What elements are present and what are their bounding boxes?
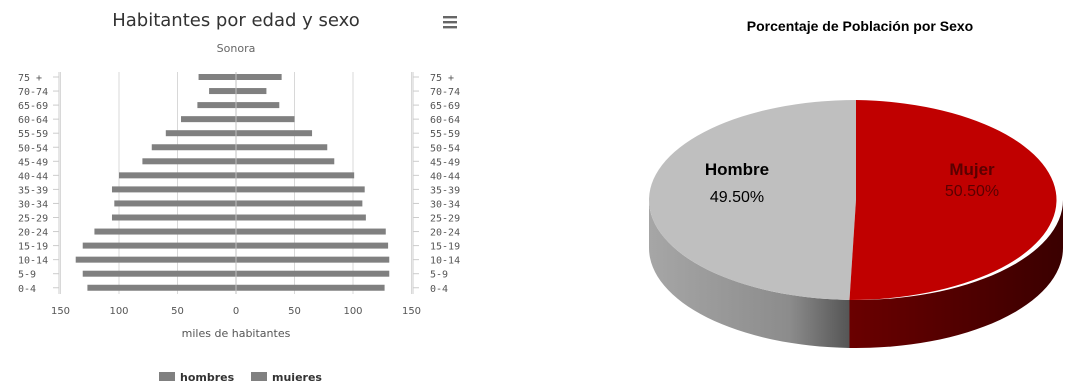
legend-swatch-mujeres [251,372,267,381]
x-tick-label: 150 [402,306,421,317]
y-tick-label-right: 55-59 [430,129,460,140]
bar-hombres-10-14[interactable] [75,256,237,263]
legend-item-hombres[interactable]: hombres [159,371,235,381]
bar-mujeres-55-59[interactable] [236,130,313,137]
y-tick-label-right: 60-64 [430,115,460,126]
bar-hombres-35-39[interactable] [111,186,236,193]
legend-label-mujeres: mujeres [272,371,322,381]
y-tick-label-left: 5-9 [18,270,36,281]
bar-hombres-45-49[interactable] [142,158,236,165]
bar-mujeres-40-44[interactable] [236,172,355,179]
x-tick-label: 100 [109,306,128,317]
chart-title: Habitantes por edad y sexo [112,10,360,31]
legend: hombres mujeres [159,371,322,381]
hamburger-menu-icon[interactable] [438,13,462,33]
y-tick-label-right: 70-74 [430,87,460,98]
bar-mujeres-15-19[interactable] [236,242,389,249]
bar-hombres-60-64[interactable] [181,116,236,123]
bar-mujeres-65-69[interactable] [236,102,280,109]
y-tick-label-right: 65-69 [430,101,460,112]
y-tick-label-left: 35-39 [18,185,48,196]
bar-hombres-65-69[interactable] [197,102,236,109]
y-tick-label-right: 40-44 [430,171,460,182]
bar-hombres-25-29[interactable] [111,214,236,221]
bar-mujeres-60-64[interactable] [236,116,295,123]
y-tick-label-left: 15-19 [18,242,48,253]
y-tick-label-right: 50-54 [430,143,460,154]
y-tick-label-left: 0-4 [18,284,36,295]
y-tick-label-right: 30-34 [430,199,460,210]
sex-percentage-pie-chart: Porcentaje de Población por Sexo Hombre … [600,0,1070,381]
bar-mujeres-20-24[interactable] [236,228,386,235]
y-tick-label-left: 75 + [18,73,42,84]
y-tick-label-right: 20-24 [430,228,460,239]
y-tick-label-left: 60-64 [18,115,48,126]
bar-mujeres-5-9[interactable] [236,270,390,277]
population-pyramid-chart: 75 + 70-74 65-69 60-64 55-59 50-54 45-49 40-44 3… [0,0,480,381]
slice-label-mujer: Mujer [949,160,995,179]
y-tick-label-right: 10-14 [430,256,460,267]
slice-label-hombre: Hombre [705,160,769,179]
pie-slice-hombre[interactable] [649,100,856,300]
y-tick-label-right: 25-29 [430,214,460,225]
x-tick-label: 50 [171,306,184,317]
pyramid-svg: 75 + 70-74 65-69 60-64 55-59 50-54 45-49 40-44 3… [18,10,462,381]
bar-mujeres-50-54[interactable] [236,144,328,151]
legend-item-mujeres[interactable]: mujeres [251,371,322,381]
y-tick-label-left: 10-14 [18,256,48,267]
chart-subtitle: Sonora [217,42,256,55]
pie-side-mujer [849,200,1063,348]
y-tick-label-left: 25-29 [18,214,48,225]
bar-mujeres-25-29[interactable] [236,214,366,221]
y-tick-label-left: 70-74 [18,87,48,98]
y-tick-label-left: 45-49 [18,157,48,168]
bar-mujeres-75 +[interactable] [236,74,282,80]
x-tick-label: 50 [288,306,301,317]
y-tick-label-right: 45-49 [430,157,460,168]
y-tick-label-right: 5-9 [430,270,448,281]
y-tick-label-left: 65-69 [18,101,48,112]
y-tick-label-right: 35-39 [430,185,460,196]
x-axis-label: miles de habitantes [182,327,291,340]
y-tick-label-right: 15-19 [430,242,460,253]
bar-mujeres-70-74[interactable] [236,88,267,95]
y-tick-label-right: 0-4 [430,284,448,295]
slice-pct-hombre: 49.50% [710,189,764,206]
x-tick-label: 0 [233,306,239,317]
bar-mujeres-10-14[interactable] [236,256,390,263]
bar-hombres-0-4[interactable] [87,284,236,291]
bar-hombres-5-9[interactable] [82,270,236,277]
legend-label-hombres: hombres [180,371,235,381]
bar-mujeres-35-39[interactable] [236,186,365,193]
slice-pct-mujer: 50.50% [945,183,999,200]
y-tick-label-right: 75 + [430,73,454,84]
bar-hombres-55-59[interactable] [165,130,236,137]
pie-svg: Porcentaje de Población por Sexo Hombre … [649,18,1063,348]
bar-hombres-40-44[interactable] [119,172,236,179]
y-tick-label-left: 20-24 [18,228,48,239]
bar-hombres-50-54[interactable] [151,144,236,151]
bar-hombres-20-24[interactable] [94,228,237,235]
bar-mujeres-0-4[interactable] [236,284,385,291]
pie-side-hombre [649,200,850,348]
bar-mujeres-45-49[interactable] [236,158,335,165]
bar-mujeres-30-34[interactable] [236,200,363,207]
pie-title: Porcentaje de Población por Sexo [747,18,973,34]
legend-swatch-hombres [159,372,175,381]
bar-hombres-75 +[interactable] [198,74,236,80]
bar-hombres-30-34[interactable] [114,200,236,207]
bar-hombres-70-74[interactable] [209,88,236,95]
y-tick-label-left: 50-54 [18,143,48,154]
y-tick-label-left: 55-59 [18,129,48,140]
y-tick-label-left: 30-34 [18,199,48,210]
pie-slice-mujer[interactable] [849,100,1057,300]
bar-hombres-15-19[interactable] [82,242,236,249]
y-tick-label-left: 40-44 [18,171,48,182]
x-tick-label: 100 [343,306,362,317]
x-tick-label: 150 [51,306,70,317]
